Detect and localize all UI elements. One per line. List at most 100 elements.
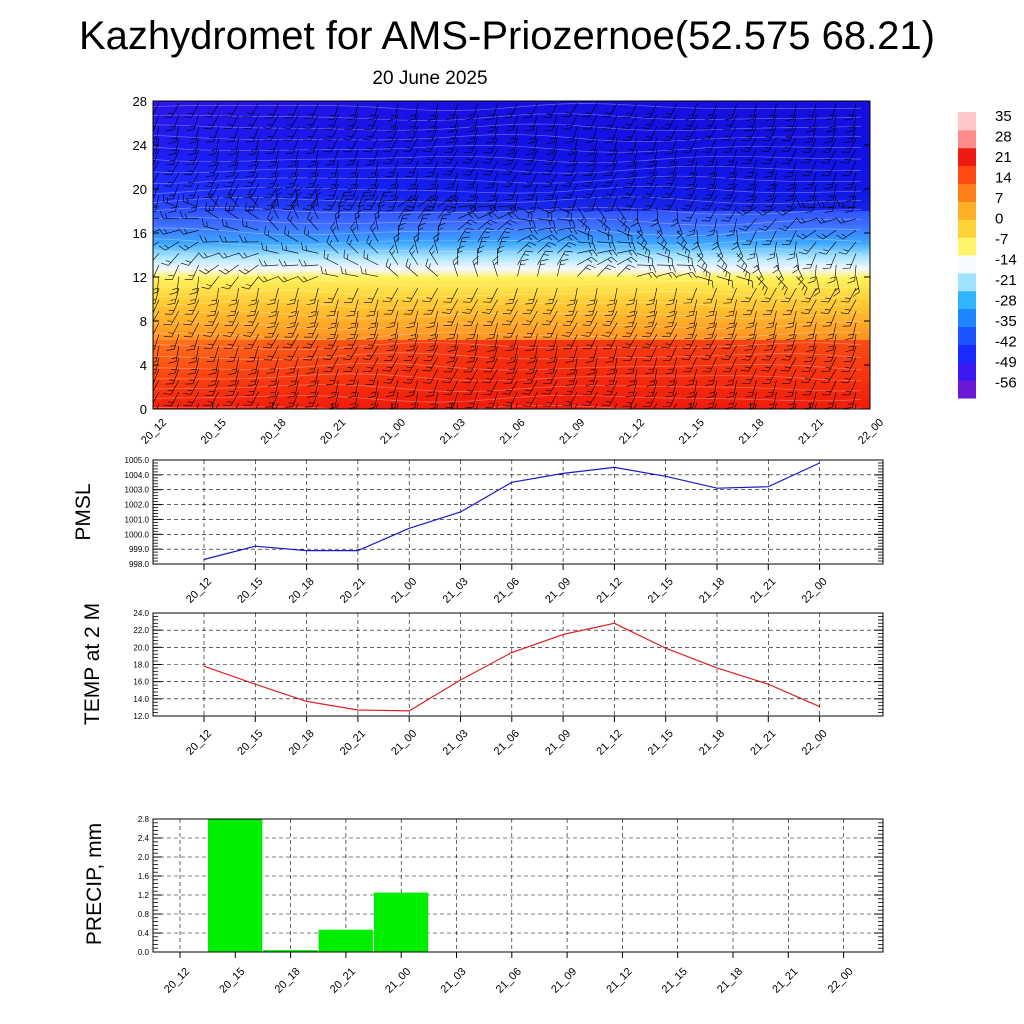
barb-feather <box>726 367 732 369</box>
barb-staff <box>195 195 200 212</box>
wind-barb <box>537 250 553 266</box>
barb-feather <box>447 199 453 203</box>
barb-feather <box>588 310 594 312</box>
barb-feather <box>703 415 711 421</box>
barb-staff <box>712 103 717 119</box>
barb-feather <box>825 349 834 352</box>
barb-feather <box>166 129 174 131</box>
barb-feather <box>228 153 236 156</box>
wind-barb <box>315 186 323 208</box>
wind-barb <box>583 334 598 350</box>
barb-feather <box>656 229 662 234</box>
barb-feather <box>563 175 572 177</box>
wind-barb <box>782 299 797 316</box>
barb-feather <box>612 243 616 251</box>
barb-feather <box>386 326 395 329</box>
barb-staff <box>811 391 817 408</box>
barb-feather <box>426 349 434 352</box>
wind-barb <box>301 242 319 254</box>
barb-staff <box>696 253 708 266</box>
barb-feather <box>847 280 855 284</box>
barb-feather <box>748 273 751 282</box>
barb-staff <box>652 160 658 177</box>
wind-barb <box>447 114 459 133</box>
barb-feather <box>483 371 492 373</box>
barb-staff <box>835 276 840 293</box>
barb-feather <box>350 183 356 186</box>
barb-staff <box>534 126 538 143</box>
barb-feather <box>442 381 450 384</box>
barb-feather <box>844 158 851 161</box>
barb-feather <box>725 314 734 317</box>
wind-barb <box>487 183 498 202</box>
barb-feather <box>310 380 317 383</box>
barb-feather <box>803 249 809 252</box>
wind-barb <box>266 287 279 305</box>
barb-feather <box>792 268 799 274</box>
wind-barb <box>517 234 538 243</box>
barb-feather <box>801 370 810 372</box>
barb-feather <box>783 287 788 296</box>
barb-staff <box>648 114 658 129</box>
barb-feather <box>828 206 834 209</box>
wind-barb <box>701 126 717 141</box>
y-tick-label: 1.6 <box>138 872 150 881</box>
barb-feather <box>153 153 156 156</box>
barb-feather <box>625 124 632 126</box>
barb-staff <box>708 195 717 210</box>
wind-barb <box>838 241 857 255</box>
barb-staff <box>350 195 359 210</box>
barb-feather <box>777 275 782 280</box>
wind-barb <box>825 183 837 202</box>
barb-feather <box>591 256 598 263</box>
barb-staff <box>713 160 717 177</box>
barb-feather <box>189 379 195 381</box>
barb-feather <box>729 172 735 175</box>
barb-staff <box>851 345 857 362</box>
barb-staff <box>673 149 678 166</box>
barb-staff <box>491 137 498 153</box>
barb-staff <box>649 195 658 210</box>
barb-staff <box>273 137 279 154</box>
barb-feather <box>842 325 851 327</box>
barb-feather <box>728 380 734 382</box>
barb-feather <box>648 149 654 151</box>
wind-barb <box>204 334 220 349</box>
barb-staff <box>414 322 419 339</box>
barb-feather <box>369 114 376 116</box>
barb-staff <box>773 103 777 120</box>
barb-staff <box>190 391 200 407</box>
barb-feather <box>643 186 651 188</box>
wind-barb <box>702 137 717 153</box>
barb-feather <box>365 416 373 421</box>
wind-barb <box>466 322 478 340</box>
barb-feather <box>187 372 196 375</box>
barb-staff <box>771 334 777 350</box>
wind-barb <box>604 195 618 212</box>
wind-barb <box>792 253 800 274</box>
barb-feather <box>326 355 333 357</box>
pmsl-panel: PMSL 998.0999.01000.01001.01002.01003.01… <box>72 456 884 606</box>
barb-feather <box>219 235 223 243</box>
barb-feather <box>211 368 217 371</box>
barb-staff <box>710 287 717 303</box>
barb-feather <box>723 265 728 273</box>
barb-feather <box>626 113 632 115</box>
barb-feather <box>846 264 852 265</box>
barb-feather <box>751 280 754 289</box>
barb-feather <box>367 187 375 191</box>
barb-feather <box>741 163 750 165</box>
barb-staff <box>732 368 737 385</box>
wind-barb <box>245 380 259 396</box>
barb-feather <box>304 406 313 408</box>
barb-feather <box>223 127 232 130</box>
wind-barb <box>409 244 419 266</box>
barb-staff <box>350 137 359 153</box>
barb-feather <box>703 302 711 304</box>
barb-feather <box>306 303 315 305</box>
barb-staff <box>373 322 379 339</box>
barb-staff <box>729 137 737 153</box>
wind-barb <box>804 103 817 121</box>
barb-feather <box>247 384 256 387</box>
barb-staff <box>751 114 757 131</box>
